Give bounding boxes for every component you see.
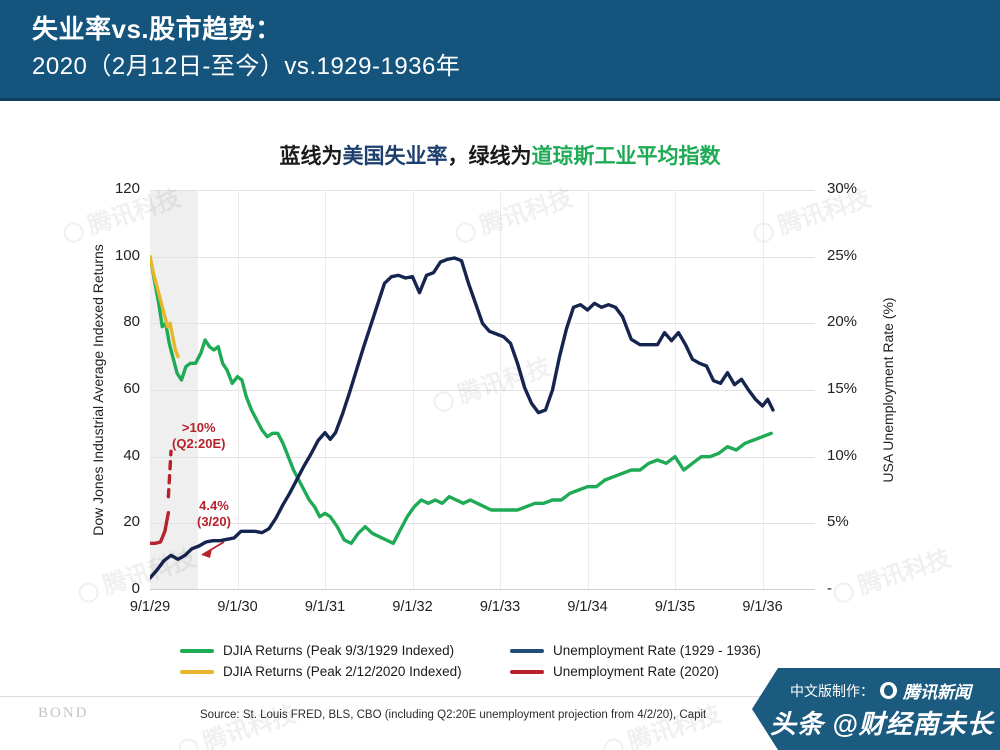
gridline-vertical: [237, 190, 239, 590]
legend-item[interactable]: Unemployment Rate (1929 - 1936): [510, 643, 840, 658]
page-header: 失业率vs.股市趋势： 2020（2月12日-至今）vs.1929-1936年: [0, 0, 1000, 98]
badge-handle-label: 头条 @财经南未长: [770, 709, 994, 739]
subtitle-part-1: 蓝线为: [279, 145, 343, 168]
y-axis-right-tick-label: 25%: [827, 246, 858, 264]
series-line: [150, 256, 775, 580]
y-axis-right-tick-label: -: [827, 580, 832, 597]
chart-legend: DJIA Returns (Peak 9/3/1929 Indexed) Unem…: [180, 640, 840, 682]
gridline-vertical: [587, 190, 589, 590]
y-axis-left-title: Dow Jones Industrial Average Indexed Ret…: [90, 244, 106, 536]
x-axis-tick-label: 9/1/35: [654, 599, 696, 615]
y-axis-left-tick-label: 0: [131, 580, 140, 597]
legend-color-swatch: [180, 648, 214, 653]
legend-color-swatch: [180, 669, 214, 674]
x-axis-tick-label: 9/1/34: [567, 599, 608, 615]
y-axis-left-tick-label: 80: [123, 313, 140, 331]
annotation-q2-line2: (Q2:20E): [172, 436, 226, 451]
projection-dashed-line: [166, 449, 173, 499]
gridline-horizontal: [150, 390, 815, 391]
annotation-q2-line1: >10%: [181, 420, 216, 435]
annotation-arrow-head: [202, 549, 212, 558]
tencent-watermark: 腾讯科技: [828, 538, 955, 609]
badge-credit-row: 中文版制作： 腾讯新闻: [790, 678, 971, 703]
tencent-watermark: 腾讯科技: [598, 694, 725, 750]
badge-brand-label: 腾讯新闻: [903, 683, 971, 702]
gridline-vertical: [325, 190, 326, 590]
y-axis-left-tick-label: 60: [123, 380, 140, 397]
annotation-44-line2: (3/20): [197, 514, 231, 529]
y-axis-right-tick-label: 10%: [827, 446, 858, 464]
y-axis-right-tick-label: 5%: [827, 513, 849, 531]
gridlines: [150, 190, 815, 590]
tencent-penguin-icon: [880, 682, 897, 699]
annotation-march-2020: 4.4% (3/20): [197, 498, 231, 530]
gridline-vertical: [500, 190, 501, 590]
subtitle-part-3: ，绿线为: [447, 145, 532, 168]
y-axis-left-tick-label: 100: [114, 246, 140, 264]
legend-item[interactable]: DJIA Returns (Peak 9/3/1929 Indexed): [180, 643, 510, 658]
y-axis-left-tick-label: 40: [123, 446, 140, 464]
annotation-44-line1: 4.4%: [199, 498, 229, 513]
y-axis-right-tick-label: 15%: [827, 380, 858, 397]
legend-color-swatch: [510, 669, 544, 674]
annotation-q2-projection: >10% (Q2:20E): [172, 420, 225, 452]
y-axis-right-tick-label: 30%: [827, 180, 858, 197]
legend-label: DJIA Returns (Peak 2/12/2020 Indexed): [223, 664, 462, 679]
header-title-line2: 2020（2月12日-至今）vs.1929-1936年: [32, 53, 461, 80]
legend-label: Unemployment Rate (1929 - 1936): [553, 643, 761, 658]
series-line: [150, 254, 180, 359]
publisher-badge: 中文版制作： 腾讯新闻 头条 @财经南未长: [752, 668, 1000, 750]
gridline-vertical: [762, 190, 764, 590]
x-axis-baseline: [150, 589, 815, 590]
series-line: [150, 254, 773, 546]
x-axis-tick-label: 9/1/30: [217, 599, 258, 615]
legend-label: Unemployment Rate (2020): [553, 664, 719, 679]
bond-logo: BOND: [38, 705, 89, 721]
axis-ticks: 0 20 40 60 80 100 120 - 5% 10% 15% 20% 25% 30% 9/1/29 9…: [115, 180, 857, 615]
header-title-line1: 失业率vs.股市趋势：: [32, 14, 282, 44]
chart-subtitle: 蓝线为美国失业率，绿线为道琼斯工业平均指数: [0, 140, 1000, 170]
gridline-horizontal: [150, 190, 815, 191]
header-divider: [0, 98, 1000, 101]
badge-prefix-label: 中文版制作：: [790, 682, 874, 699]
y-axis-left-tick-label: 20: [123, 513, 140, 531]
gridline-vertical: [675, 190, 676, 590]
series-line: [150, 510, 171, 546]
gridline-vertical: [412, 190, 414, 590]
y-axis-right-tick-label: 20%: [827, 313, 858, 331]
legend-item[interactable]: DJIA Returns (Peak 2/12/2020 Indexed): [180, 664, 510, 679]
x-axis-tick-label: 9/1/33: [479, 599, 521, 615]
y-axis-right-title: USA Unemployment Rate (%): [880, 297, 896, 483]
x-axis-tick-label: 9/1/29: [129, 599, 171, 615]
legend-item[interactable]: Unemployment Rate (2020): [510, 664, 840, 679]
x-axis-tick-label: 9/1/31: [304, 599, 346, 615]
gridline-horizontal: [150, 456, 815, 458]
gridline-horizontal: [150, 523, 815, 525]
subtitle-part-4-djia: 道琼斯工业平均指数: [531, 145, 721, 168]
subtitle-part-2-unemployment: 美国失业率: [342, 145, 448, 168]
legend-label: DJIA Returns (Peak 9/3/1929 Indexed): [223, 643, 455, 658]
tencent-watermark: 腾讯科技: [173, 694, 300, 750]
legend-color-swatch: [510, 648, 544, 653]
footer-divider: [0, 696, 1000, 697]
plot-area: 0 20 40 60 80 100 120 - 5% 10% 15% 20% 25% 30% 9/1/29 9…: [115, 180, 857, 615]
y-axis-left-tick-label: 120: [114, 180, 140, 197]
series-lines: [150, 254, 775, 580]
source-note: Source: St. Louis FRED, BLS, CBO (includ…: [200, 709, 707, 721]
x-axis-tick-label: 9/1/32: [392, 599, 433, 615]
x-axis-tick-label: 9/1/36: [742, 599, 783, 615]
gridline-horizontal: [150, 256, 815, 258]
